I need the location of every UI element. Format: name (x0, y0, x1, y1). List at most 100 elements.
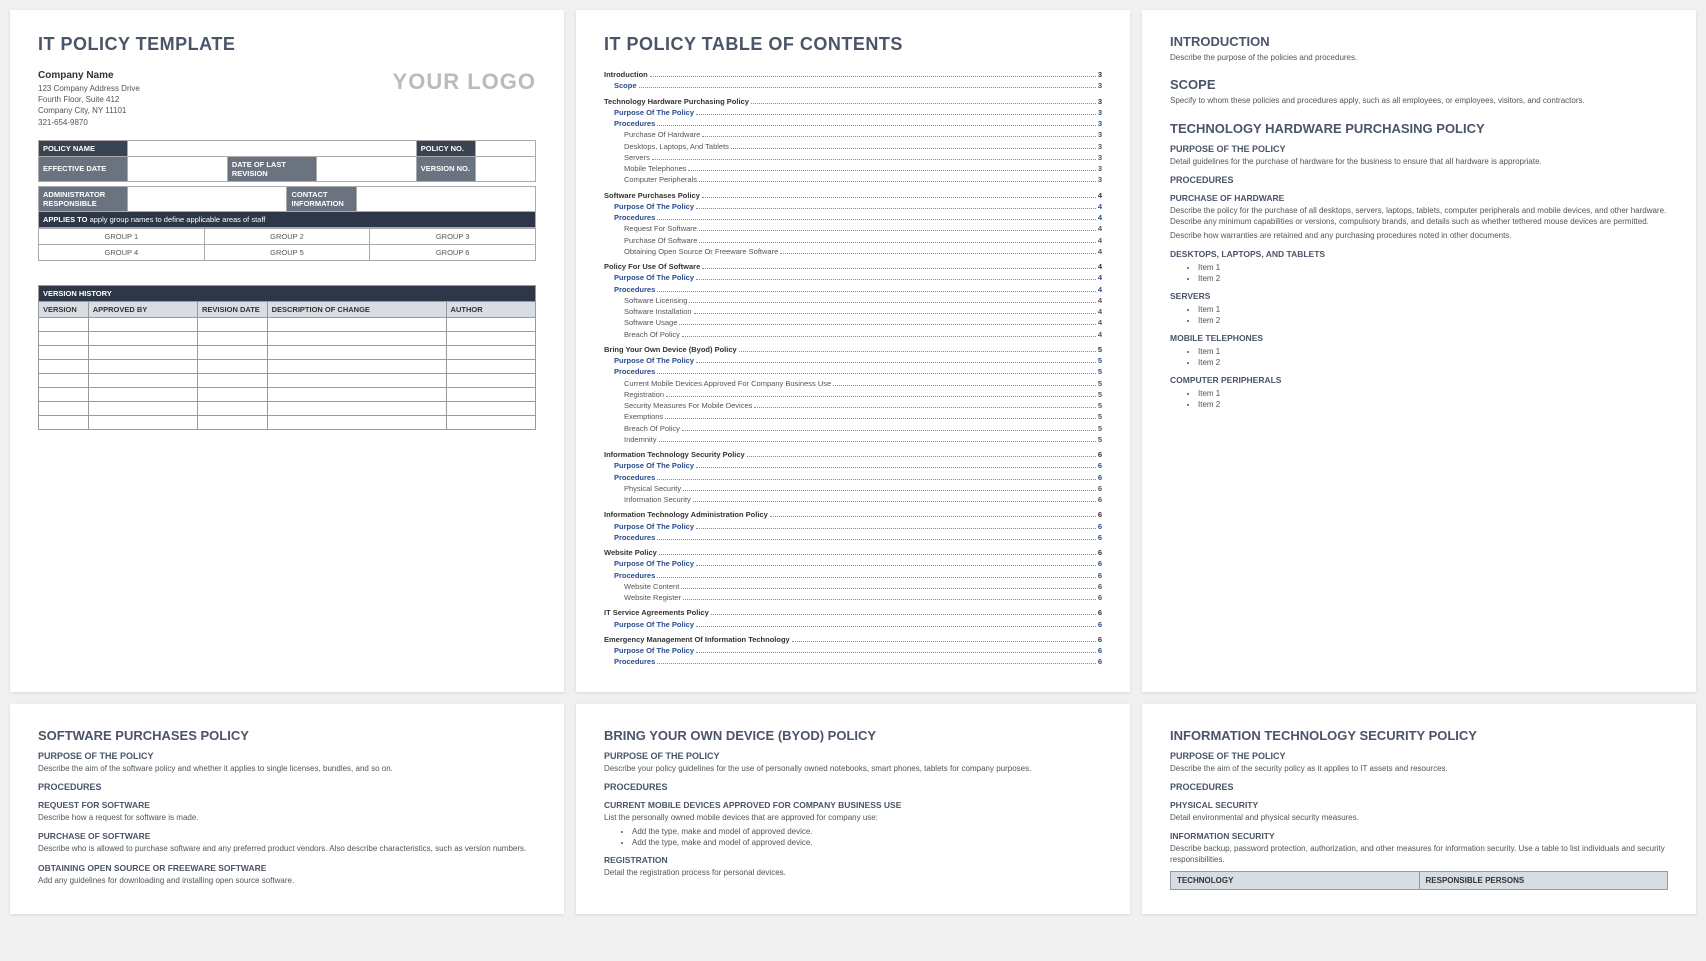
toc-entry[interactable]: Policy For Use Of Software4 (604, 261, 1102, 272)
toc-leader (694, 313, 1096, 314)
toc-entry[interactable]: Procedures3 (614, 118, 1102, 129)
peripherals-heading: COMPUTER PERIPHERALS (1170, 375, 1668, 385)
phone: 321-654-9870 (38, 118, 88, 127)
item-list: Item 1 Item 2 (1198, 263, 1668, 283)
toc-label: Purpose Of The Policy (614, 272, 694, 283)
toc-entry[interactable]: Obtaining Open Source Or Freeware Softwa… (624, 246, 1102, 257)
field-admin[interactable] (128, 186, 287, 211)
toc-entry[interactable]: Software Licensing4 (624, 295, 1102, 306)
toc-page: 6 (1098, 558, 1102, 569)
toc-entry[interactable]: Software Usage4 (624, 317, 1102, 328)
byod-heading: BRING YOUR OWN DEVICE (BYOD) POLICY (604, 728, 1102, 743)
field-rev-date[interactable] (317, 156, 416, 181)
intro-heading: INTRODUCTION (1170, 34, 1668, 49)
toc-label: Purpose Of The Policy (614, 558, 694, 569)
field-eff-date[interactable] (128, 156, 227, 181)
toc-entry[interactable]: Procedures4 (614, 284, 1102, 295)
toc-entry[interactable]: Security Measures For Mobile Devices5 (624, 400, 1102, 411)
toc-entry[interactable]: Procedures4 (614, 212, 1102, 223)
table-row[interactable] (39, 373, 536, 387)
toc-entry[interactable]: Procedures5 (614, 366, 1102, 377)
field-ver-no[interactable] (476, 156, 536, 181)
current-heading: CURRENT MOBILE DEVICES APPROVED FOR COMP… (604, 800, 1102, 810)
toc-entry[interactable]: Software Installation4 (624, 306, 1102, 317)
group-cell[interactable]: GROUP 6 (370, 244, 536, 260)
table-row[interactable] (39, 401, 536, 415)
toc-entry[interactable]: Information Security6 (624, 494, 1102, 505)
toc-entry[interactable]: Computer Peripherals3 (624, 174, 1102, 185)
toc-entry[interactable]: Procedures6 (614, 532, 1102, 543)
toc-entry[interactable]: Purpose Of The Policy6 (614, 460, 1102, 471)
toc-entry[interactable]: Current Mobile Devices Approved For Comp… (624, 378, 1102, 389)
toc-leader (682, 430, 1096, 431)
servers-heading: SERVERS (1170, 291, 1668, 301)
toc-entry[interactable]: Procedures6 (614, 472, 1102, 483)
toc-entry[interactable]: Website Register6 (624, 592, 1102, 603)
toc-entry[interactable]: Information Technology Security Policy6 (604, 449, 1102, 460)
toc-page: 6 (1098, 581, 1102, 592)
toc-entry[interactable]: Website Policy6 (604, 547, 1102, 558)
table-row[interactable] (39, 359, 536, 373)
table-row[interactable] (39, 331, 536, 345)
field-policy-name[interactable] (128, 140, 416, 156)
toc-entry[interactable]: Introduction3 (604, 69, 1102, 80)
toc-label: Current Mobile Devices Approved For Comp… (624, 378, 831, 389)
toc-entry[interactable]: Emergency Management Of Information Tech… (604, 634, 1102, 645)
field-contact[interactable] (357, 186, 536, 211)
toc-entry[interactable]: Breach Of Policy4 (624, 329, 1102, 340)
toc-entry[interactable]: IT Service Agreements Policy6 (604, 607, 1102, 618)
table-row[interactable] (39, 317, 536, 331)
resp-col: RESPONSIBLE PERSONS (1419, 872, 1668, 890)
toc-page: 6 (1098, 547, 1102, 558)
toc-entry[interactable]: Information Technology Administration Po… (604, 509, 1102, 520)
list-item: Item 1 (1198, 305, 1668, 314)
table-row[interactable] (39, 415, 536, 429)
toc-entry[interactable]: Purpose Of The Policy3 (614, 107, 1102, 118)
group-cell[interactable]: GROUP 2 (204, 228, 370, 244)
toc-entry[interactable]: Software Purchases Policy4 (604, 190, 1102, 201)
toc-entry[interactable]: Technology Hardware Purchasing Policy3 (604, 96, 1102, 107)
toc-label: Procedures (614, 212, 655, 223)
toc-entry[interactable]: Breach Of Policy5 (624, 423, 1102, 434)
group-cell[interactable]: GROUP 5 (204, 244, 370, 260)
toc-entry[interactable]: Purpose Of The Policy 6 (614, 558, 1102, 569)
group-cell[interactable]: GROUP 1 (39, 228, 205, 244)
toc-entry[interactable]: Purpose Of The Policy4 (614, 272, 1102, 283)
toc-page: 6 (1098, 570, 1102, 581)
toc-entry[interactable]: Purchase Of Software4 (624, 235, 1102, 246)
toc-entry[interactable]: Purpose Of The Policy6 (614, 645, 1102, 656)
toc-entry[interactable]: Physical Security6 (624, 483, 1102, 494)
toc-entry[interactable]: Procedures6 (614, 656, 1102, 667)
toc-entry[interactable]: Exemptions5 (624, 411, 1102, 422)
toc-entry[interactable]: Purchase Of Hardware3 (624, 129, 1102, 140)
toc-entry[interactable]: Procedures6 (614, 570, 1102, 581)
group-cell[interactable]: GROUP 3 (370, 228, 536, 244)
toc-entry[interactable]: Scope3 (614, 80, 1102, 91)
toc-entry[interactable]: Purpose Of The Policy6 (614, 619, 1102, 630)
purpose-heading: PURPOSE OF THE POLICY (1170, 144, 1668, 154)
label-contact: CONTACT INFORMATION (287, 186, 357, 211)
toc-entry[interactable]: Bring Your Own Device (Byod) Policy5 (604, 344, 1102, 355)
toc-page: 6 (1098, 521, 1102, 532)
toc-leader (699, 230, 1096, 231)
toc-entry[interactable]: Purpose Of The Policy4 (614, 201, 1102, 212)
page-6: INFORMATION TECHNOLOGY SECURITY POLICY P… (1142, 704, 1696, 915)
field-policy-no[interactable] (476, 140, 536, 156)
toc-entry[interactable]: Desktops, Laptops, And Tablets3 (624, 141, 1102, 152)
toc-entry[interactable]: Indemnity5 (624, 434, 1102, 445)
logo-placeholder: YOUR LOGO (393, 69, 536, 95)
table-row[interactable] (39, 345, 536, 359)
toc-page: 4 (1098, 284, 1102, 295)
intro-text: Describe the purpose of the policies and… (1170, 53, 1668, 63)
table-row[interactable] (39, 387, 536, 401)
toc-leader (657, 291, 1096, 292)
toc-entry[interactable]: Request For Software4 (624, 223, 1102, 234)
toc-entry[interactable]: Mobile Telephones3 (624, 163, 1102, 174)
toc-entry[interactable]: Purpose Of The Policy6 (614, 521, 1102, 532)
toc-entry[interactable]: Servers3 (624, 152, 1102, 163)
toc-page: 3 (1098, 69, 1102, 80)
toc-entry[interactable]: Purpose Of The Policy5 (614, 355, 1102, 366)
group-cell[interactable]: GROUP 4 (39, 244, 205, 260)
toc-entry[interactable]: Registration5 (624, 389, 1102, 400)
toc-entry[interactable]: Website Content6 (624, 581, 1102, 592)
